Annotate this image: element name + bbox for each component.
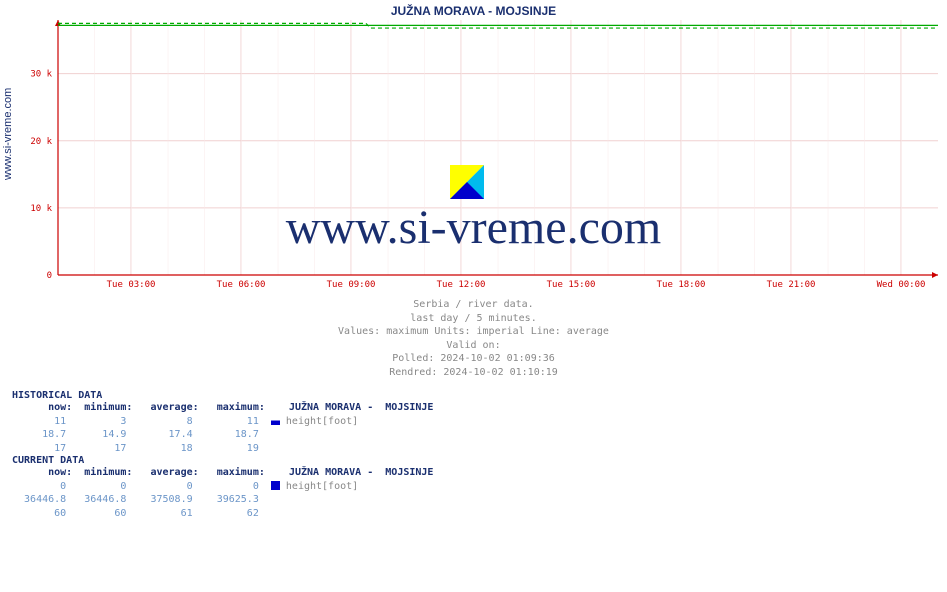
- svg-text:Tue 15:00: Tue 15:00: [547, 280, 596, 290]
- site-label: www.si-vreme.com: [2, 88, 14, 180]
- svg-text:Tue 12:00: Tue 12:00: [437, 280, 486, 290]
- table-row: 60 60 61 62: [12, 507, 612, 521]
- table-row: 17 17 18 19: [12, 442, 612, 456]
- metadata-block: Serbia / river data. last day / 5 minute…: [0, 298, 947, 379]
- svg-text:Tue 21:00: Tue 21:00: [767, 280, 816, 290]
- svg-text:0: 0: [47, 271, 52, 281]
- watermark-text: www.si-vreme.com: [0, 200, 947, 255]
- chart-title: JUŽNA MORAVA - MOJSINJE: [0, 4, 947, 18]
- historical-head: HISTORICAL DATA: [12, 390, 612, 401]
- table-header: now: minimum: average: maximum: JUŽNA MO…: [12, 401, 612, 415]
- meta-line: Polled: 2024-10-02 01:09:36: [0, 352, 947, 366]
- svg-text:Tue 06:00: Tue 06:00: [217, 280, 266, 290]
- table-row: 0 0 0 0 height[foot]: [12, 480, 612, 494]
- svg-text:Tue 18:00: Tue 18:00: [657, 280, 706, 290]
- current-head: CURRENT DATA: [12, 455, 612, 466]
- table-header: now: minimum: average: maximum: JUŽNA MO…: [12, 466, 612, 480]
- table-row: 11 3 8 11 height[foot]: [12, 415, 612, 429]
- meta-line: Serbia / river data.: [0, 298, 947, 312]
- meta-line: Values: maximum Units: imperial Line: av…: [0, 325, 947, 339]
- meta-line: Rendred: 2024-10-02 01:10:19: [0, 366, 947, 380]
- table-row: 18.7 14.9 17.4 18.7: [12, 428, 612, 442]
- table-row: 36446.8 36446.8 37508.9 39625.3: [12, 493, 612, 507]
- svg-text:Tue 03:00: Tue 03:00: [107, 280, 156, 290]
- data-tables: HISTORICAL DATA now: minimum: average: m…: [12, 390, 612, 520]
- watermark-icon: [450, 165, 484, 199]
- svg-text:Tue 09:00: Tue 09:00: [327, 280, 376, 290]
- svg-text:Wed 00:00: Wed 00:00: [877, 280, 926, 290]
- meta-line: Valid on:: [0, 339, 947, 353]
- svg-text:30 k: 30 k: [30, 70, 52, 80]
- meta-line: last day / 5 minutes.: [0, 312, 947, 326]
- svg-text:20 k: 20 k: [30, 137, 52, 147]
